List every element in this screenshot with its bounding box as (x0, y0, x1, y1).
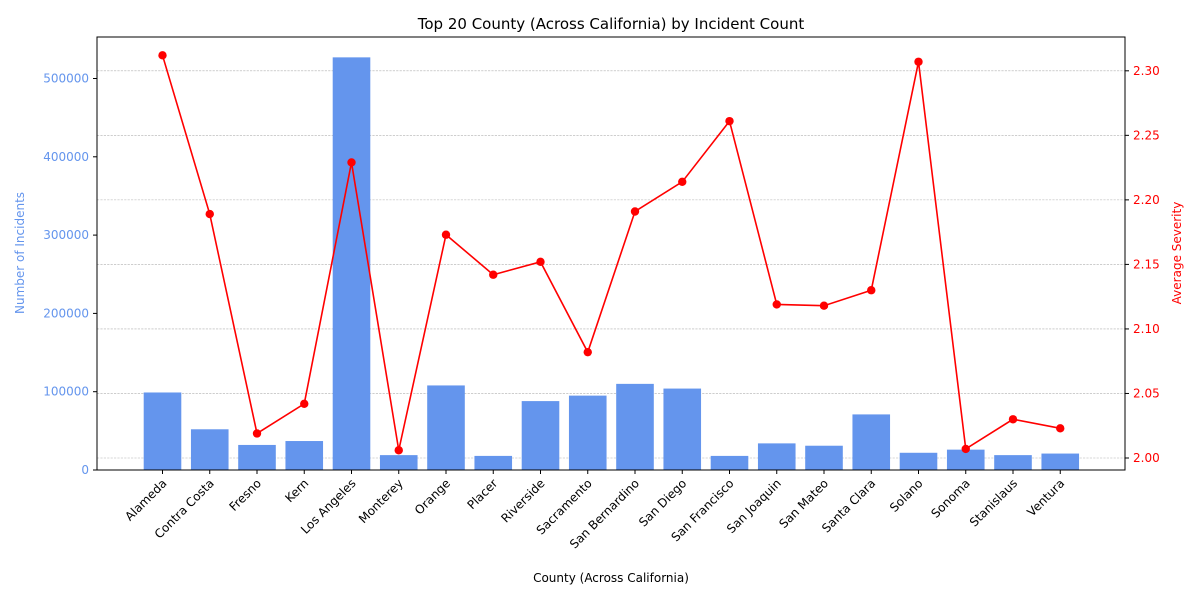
left-tick-label: 400000 (43, 150, 89, 164)
x-tick-label: Ventura (1024, 476, 1067, 519)
severity-point (583, 347, 592, 357)
bar (805, 445, 843, 470)
x-tick-label: Orange (412, 476, 453, 517)
bar (899, 452, 938, 470)
severity-point (725, 116, 734, 126)
x-tick-label: Stanislaus (967, 476, 1020, 529)
severity-point (630, 207, 640, 216)
bar (852, 414, 891, 470)
left-tick-label: 500000 (43, 71, 89, 85)
x-tick-label: Kern (282, 476, 311, 505)
left-tick-label: 200000 (43, 306, 89, 320)
right-tick-label: 2.20 (1133, 193, 1160, 207)
right-tick-label: 2.10 (1133, 322, 1160, 336)
right-tick-label: 2.05 (1133, 386, 1160, 400)
severity-point (252, 429, 262, 438)
severity-point (819, 301, 829, 310)
line-series (158, 51, 1065, 455)
left-tick-label: 0 (81, 463, 89, 477)
bar (568, 395, 607, 470)
severity-point (536, 257, 545, 267)
bar (190, 429, 229, 470)
bar (994, 455, 1032, 470)
bar (710, 455, 749, 470)
severity-point (394, 446, 403, 455)
left-axis-label: Number of Incidents (13, 192, 27, 314)
bar (285, 441, 324, 470)
severity-line (161, 55, 1061, 451)
x-tick-label: Placer (464, 476, 500, 512)
plot-frame (96, 36, 1126, 471)
severity-point (678, 177, 687, 187)
left-axis: 0 100000 200000 300000 400000 500000 (43, 71, 97, 477)
right-tick-label: 2.00 (1133, 451, 1160, 465)
severity-point (867, 286, 876, 295)
gridlines (97, 70, 1125, 459)
x-tick-label: Fresno (226, 476, 264, 514)
bar (521, 401, 560, 470)
x-axis-label: County (Across California) (533, 571, 689, 585)
severity-point (205, 209, 214, 219)
severity-point (914, 57, 923, 66)
severity-point (441, 230, 451, 239)
severity-point (300, 399, 309, 408)
bar (757, 443, 796, 470)
x-tick-label: Solano (887, 476, 926, 515)
right-tick-label: 2.15 (1133, 257, 1160, 271)
severity-point (158, 51, 167, 60)
severity-point (772, 300, 781, 309)
chart-title: Top 20 County (Across California) by Inc… (417, 15, 805, 33)
left-tick-label: 300000 (43, 228, 89, 242)
bar (663, 388, 702, 470)
bar (1041, 453, 1080, 470)
severity-point (961, 444, 970, 454)
bar (946, 449, 985, 470)
x-tick-label: Riverside (498, 476, 547, 525)
bar (332, 57, 371, 471)
severity-point (1056, 424, 1065, 433)
bar-series (143, 57, 1080, 471)
x-tick-label: Monterey (356, 476, 406, 526)
right-tick-label: 2.25 (1133, 128, 1160, 142)
left-tick-label: 100000 (43, 385, 89, 399)
right-axis: 2.00 2.05 2.10 2.15 2.20 2.25 2.30 (1125, 64, 1160, 465)
severity-point (347, 158, 356, 167)
x-tick-label: Alameda (122, 476, 169, 523)
right-axis-label: Average Severity (1170, 202, 1184, 305)
x-tick-label: Sonoma (928, 476, 973, 521)
bar (474, 455, 513, 470)
severity-point (1008, 415, 1018, 424)
severity-point (489, 270, 498, 279)
bar (379, 455, 418, 470)
bar (238, 444, 276, 470)
bar (616, 383, 654, 470)
bar (427, 385, 465, 470)
bar (143, 392, 182, 470)
right-tick-label: 2.30 (1133, 64, 1160, 78)
